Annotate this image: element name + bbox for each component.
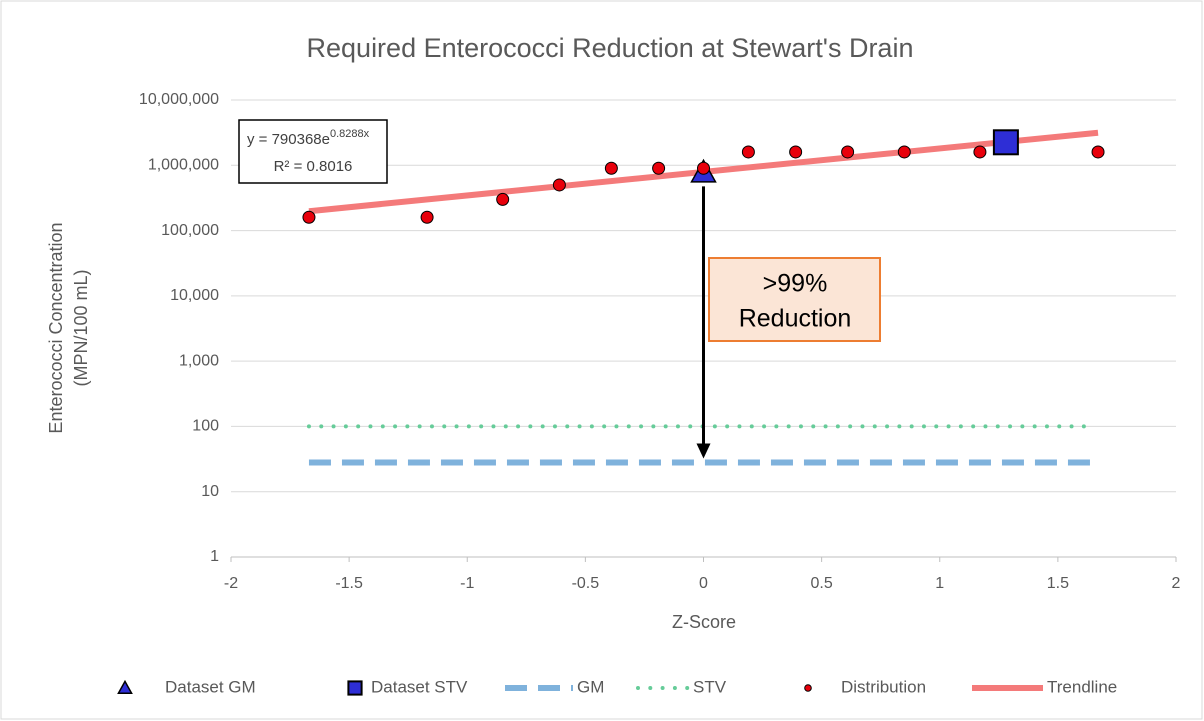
point	[302, 210, 316, 224]
equation-box	[238, 119, 388, 184]
y-tick-label: 10,000,000	[139, 91, 219, 108]
arrow-head	[696, 443, 711, 459]
y-tick-label: 10,000	[170, 287, 219, 304]
point	[789, 145, 803, 159]
r-squared: R² = 0.8016	[274, 158, 353, 175]
point	[420, 210, 434, 224]
annotation-text: Reduction	[739, 305, 852, 333]
legend-label: Dataset STV	[371, 677, 468, 696]
point	[697, 161, 710, 175]
chart-title: Required Enterococci Reduction at Stewar…	[307, 33, 914, 63]
point	[652, 161, 666, 175]
legend-label: Dataset GM	[165, 677, 256, 696]
x-tick-label: 1.5	[1047, 575, 1069, 592]
x-tick-label: -1.5	[335, 575, 363, 592]
legend-swatch	[117, 679, 133, 695]
point	[604, 161, 618, 175]
y-axis-label: (MPN/100 mL)	[71, 269, 91, 386]
y-tick-label: 1,000,000	[148, 157, 219, 174]
x-tick-label: 0.5	[811, 575, 833, 592]
legend-label: Trendline	[1047, 677, 1117, 696]
y-tick-label: 100,000	[161, 222, 219, 239]
x-tick-label: 0	[699, 575, 708, 592]
y-axis-label: Enterococci Concentration	[46, 222, 66, 433]
point	[897, 145, 911, 159]
point	[973, 145, 987, 159]
x-tick-label: 2	[1172, 575, 1181, 592]
point	[741, 145, 755, 159]
x-tick-label: -1	[460, 575, 474, 592]
legend-swatch	[347, 680, 363, 696]
point	[552, 178, 566, 192]
annotation-text: >99%	[763, 270, 828, 298]
point	[496, 192, 510, 206]
equation-base: y = 790368e	[247, 131, 330, 148]
equation: y = 790368e0.8288x	[247, 128, 370, 148]
y-tick-label: 1,000	[179, 352, 219, 369]
y-tick-label: 10	[201, 483, 219, 500]
legend-label: GM	[577, 677, 604, 696]
point	[841, 145, 855, 159]
y-tick-label: 1	[210, 548, 219, 565]
x-axis-label: Z-Score	[672, 612, 736, 632]
equation-exponent: 0.8288x	[330, 128, 370, 140]
x-tick-label: -0.5	[572, 575, 600, 592]
point	[1091, 145, 1105, 159]
legend-label: Distribution	[841, 677, 926, 696]
x-tick-label: -2	[224, 575, 238, 592]
annotation-box	[708, 257, 881, 342]
y-tick-label: 100	[192, 418, 219, 435]
point	[992, 129, 1019, 156]
x-tick-label: 1	[935, 575, 944, 592]
legend-label: STV	[693, 677, 727, 696]
legend-swatch	[804, 684, 812, 692]
